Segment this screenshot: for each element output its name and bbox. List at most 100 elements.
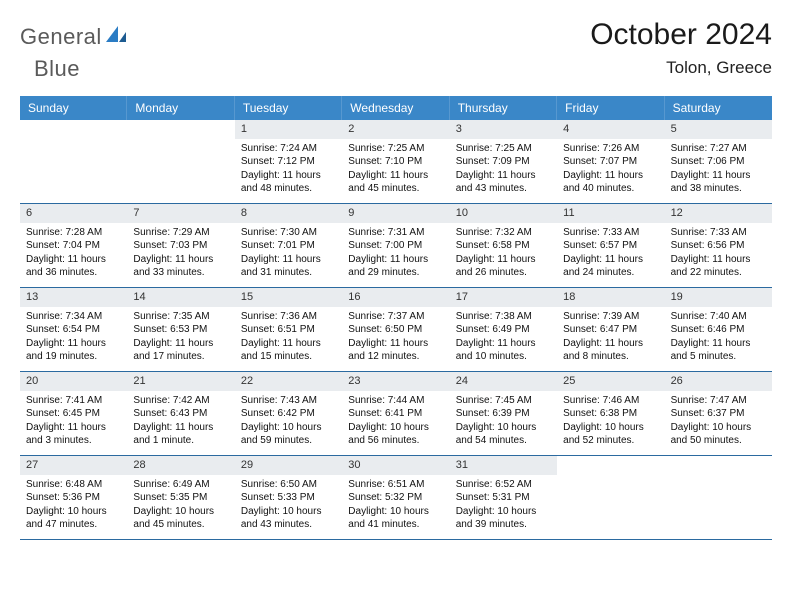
sunrise-text: Sunrise: 7:35 AM (133, 310, 228, 324)
day-content: Sunrise: 6:51 AMSunset: 5:32 PMDaylight:… (342, 475, 449, 537)
day-content: Sunrise: 7:41 AMSunset: 6:45 PMDaylight:… (20, 391, 127, 453)
logo-text-2: Blue (34, 56, 80, 82)
weekday-header: Friday (557, 96, 664, 120)
sunrise-text: Sunrise: 6:49 AM (133, 478, 228, 492)
calendar-cell: 17Sunrise: 7:38 AMSunset: 6:49 PMDayligh… (450, 288, 557, 372)
daylight-text: Daylight: 11 hours and 45 minutes. (348, 169, 443, 196)
sunrise-text: Sunrise: 7:39 AM (563, 310, 658, 324)
calendar-cell: 20Sunrise: 7:41 AMSunset: 6:45 PMDayligh… (20, 372, 127, 456)
weekday-header: Tuesday (235, 96, 342, 120)
daylight-text: Daylight: 11 hours and 43 minutes. (456, 169, 551, 196)
daylight-text: Daylight: 10 hours and 59 minutes. (241, 421, 336, 448)
sunset-text: Sunset: 6:45 PM (26, 407, 121, 421)
sunset-text: Sunset: 7:09 PM (456, 155, 551, 169)
day-number: 20 (20, 372, 127, 391)
logo-text-1: General (20, 24, 102, 50)
daylight-text: Daylight: 11 hours and 8 minutes. (563, 337, 658, 364)
sunset-text: Sunset: 7:01 PM (241, 239, 336, 253)
day-number: 24 (450, 372, 557, 391)
day-number: 8 (235, 204, 342, 223)
daylight-text: Daylight: 10 hours and 52 minutes. (563, 421, 658, 448)
day-content: Sunrise: 7:29 AMSunset: 7:03 PMDaylight:… (127, 223, 234, 285)
day-content: Sunrise: 7:47 AMSunset: 6:37 PMDaylight:… (665, 391, 772, 453)
sunset-text: Sunset: 5:35 PM (133, 491, 228, 505)
day-content: Sunrise: 7:25 AMSunset: 7:10 PMDaylight:… (342, 139, 449, 201)
day-content: Sunrise: 6:50 AMSunset: 5:33 PMDaylight:… (235, 475, 342, 537)
sunrise-text: Sunrise: 7:36 AM (241, 310, 336, 324)
day-content: Sunrise: 7:24 AMSunset: 7:12 PMDaylight:… (235, 139, 342, 201)
sunrise-text: Sunrise: 7:24 AM (241, 142, 336, 156)
sunrise-text: Sunrise: 7:33 AM (563, 226, 658, 240)
sunrise-text: Sunrise: 7:45 AM (456, 394, 551, 408)
calendar-cell: 3Sunrise: 7:25 AMSunset: 7:09 PMDaylight… (450, 120, 557, 204)
daylight-text: Daylight: 11 hours and 15 minutes. (241, 337, 336, 364)
calendar-cell: 2Sunrise: 7:25 AMSunset: 7:10 PMDaylight… (342, 120, 449, 204)
weekday-header: Thursday (450, 96, 557, 120)
day-number: 17 (450, 288, 557, 307)
day-content: Sunrise: 7:46 AMSunset: 6:38 PMDaylight:… (557, 391, 664, 453)
day-number: 6 (20, 204, 127, 223)
calendar-cell: 21Sunrise: 7:42 AMSunset: 6:43 PMDayligh… (127, 372, 234, 456)
sunset-text: Sunset: 6:49 PM (456, 323, 551, 337)
calendar-cell: 30Sunrise: 6:51 AMSunset: 5:32 PMDayligh… (342, 456, 449, 540)
sunset-text: Sunset: 5:36 PM (26, 491, 121, 505)
daylight-text: Daylight: 11 hours and 36 minutes. (26, 253, 121, 280)
calendar-cell-empty (127, 120, 234, 204)
daylight-text: Daylight: 11 hours and 3 minutes. (26, 421, 121, 448)
day-content: Sunrise: 6:49 AMSunset: 5:35 PMDaylight:… (127, 475, 234, 537)
sunrise-text: Sunrise: 7:28 AM (26, 226, 121, 240)
calendar-cell: 11Sunrise: 7:33 AMSunset: 6:57 PMDayligh… (557, 204, 664, 288)
daylight-text: Daylight: 11 hours and 31 minutes. (241, 253, 336, 280)
sunrise-text: Sunrise: 7:29 AM (133, 226, 228, 240)
day-number: 25 (557, 372, 664, 391)
day-content: Sunrise: 7:34 AMSunset: 6:54 PMDaylight:… (20, 307, 127, 369)
day-content: Sunrise: 7:40 AMSunset: 6:46 PMDaylight:… (665, 307, 772, 369)
day-content: Sunrise: 7:43 AMSunset: 6:42 PMDaylight:… (235, 391, 342, 453)
day-content: Sunrise: 7:32 AMSunset: 6:58 PMDaylight:… (450, 223, 557, 285)
sunrise-text: Sunrise: 7:47 AM (671, 394, 766, 408)
calendar-cell: 8Sunrise: 7:30 AMSunset: 7:01 PMDaylight… (235, 204, 342, 288)
sunset-text: Sunset: 6:57 PM (563, 239, 658, 253)
sunrise-text: Sunrise: 7:34 AM (26, 310, 121, 324)
day-content: Sunrise: 6:52 AMSunset: 5:31 PMDaylight:… (450, 475, 557, 537)
day-number: 12 (665, 204, 772, 223)
calendar-cell: 16Sunrise: 7:37 AMSunset: 6:50 PMDayligh… (342, 288, 449, 372)
sunrise-text: Sunrise: 7:25 AM (348, 142, 443, 156)
daylight-text: Daylight: 11 hours and 5 minutes. (671, 337, 766, 364)
calendar-header-row: SundayMondayTuesdayWednesdayThursdayFrid… (20, 96, 772, 120)
sunset-text: Sunset: 7:03 PM (133, 239, 228, 253)
sunset-text: Sunset: 7:00 PM (348, 239, 443, 253)
sunset-text: Sunset: 6:58 PM (456, 239, 551, 253)
day-content: Sunrise: 6:48 AMSunset: 5:36 PMDaylight:… (20, 475, 127, 537)
day-number: 2 (342, 120, 449, 139)
daylight-text: Daylight: 10 hours and 47 minutes. (26, 505, 121, 532)
day-number: 3 (450, 120, 557, 139)
sunrise-text: Sunrise: 6:52 AM (456, 478, 551, 492)
day-content: Sunrise: 7:33 AMSunset: 6:57 PMDaylight:… (557, 223, 664, 285)
sunset-text: Sunset: 7:06 PM (671, 155, 766, 169)
day-content: Sunrise: 7:36 AMSunset: 6:51 PMDaylight:… (235, 307, 342, 369)
calendar-cell: 4Sunrise: 7:26 AMSunset: 7:07 PMDaylight… (557, 120, 664, 204)
day-number: 11 (557, 204, 664, 223)
sunset-text: Sunset: 6:38 PM (563, 407, 658, 421)
sunrise-text: Sunrise: 7:31 AM (348, 226, 443, 240)
calendar-cell-empty (665, 456, 772, 540)
calendar-cell: 14Sunrise: 7:35 AMSunset: 6:53 PMDayligh… (127, 288, 234, 372)
location-label: Tolon, Greece (590, 58, 772, 78)
weekday-header: Sunday (20, 96, 127, 120)
sunrise-text: Sunrise: 7:37 AM (348, 310, 443, 324)
weekday-header: Saturday (665, 96, 772, 120)
day-number: 5 (665, 120, 772, 139)
calendar-cell: 9Sunrise: 7:31 AMSunset: 7:00 PMDaylight… (342, 204, 449, 288)
day-content: Sunrise: 7:42 AMSunset: 6:43 PMDaylight:… (127, 391, 234, 453)
sunset-text: Sunset: 6:50 PM (348, 323, 443, 337)
day-content: Sunrise: 7:38 AMSunset: 6:49 PMDaylight:… (450, 307, 557, 369)
title-block: October 2024 Tolon, Greece (590, 18, 772, 78)
sunrise-text: Sunrise: 7:33 AM (671, 226, 766, 240)
sunset-text: Sunset: 7:12 PM (241, 155, 336, 169)
day-number: 10 (450, 204, 557, 223)
sunrise-text: Sunrise: 7:26 AM (563, 142, 658, 156)
day-content: Sunrise: 7:39 AMSunset: 6:47 PMDaylight:… (557, 307, 664, 369)
day-number: 28 (127, 456, 234, 475)
calendar-cell: 5Sunrise: 7:27 AMSunset: 7:06 PMDaylight… (665, 120, 772, 204)
